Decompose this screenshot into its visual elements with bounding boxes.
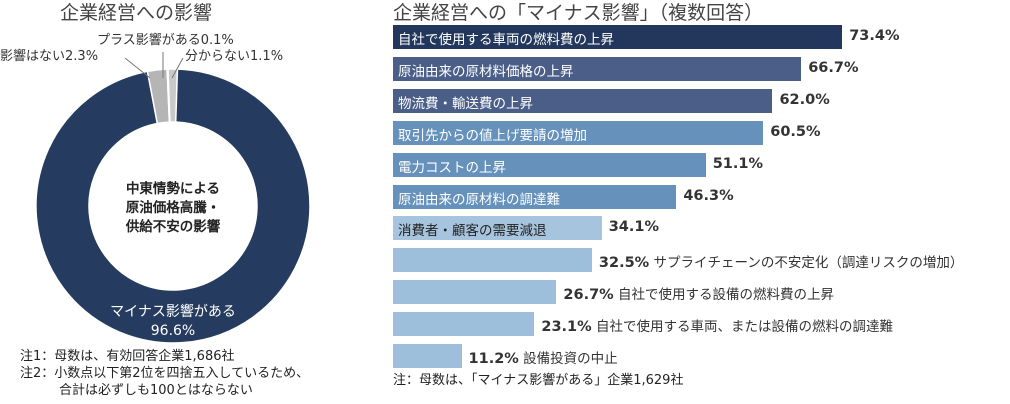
bar-value-label: 73.4% (849, 28, 900, 44)
bar-value-label: 11.2% 設備投資の中止 (468, 351, 618, 367)
bar-value-label: 26.7% 自社で使用する設備の燃料費の上昇 (563, 287, 834, 304)
label-negative: マイナス影響がある 96.6% (110, 304, 236, 339)
bar-value-label: 32.5% サプライチェーンの不安定化（調達リスクの増加） (598, 255, 964, 272)
bar: 消費者・顧客の需要減退 34.1% (393, 216, 659, 241)
bar-category-label: 原油由来の原材料価格の上昇 (398, 63, 574, 80)
bar-value-label: 66.7% (808, 59, 859, 76)
donut-slice (167, 68, 179, 123)
bar-category-label: 自社で使用する設備の燃料費の上昇 (613, 287, 834, 304)
leader-line (171, 57, 184, 79)
bar-category-label: 電力コストの上昇 (398, 159, 506, 176)
bar-category-label: 設備投資の中止 (518, 351, 618, 367)
bar-value-label: 34.1% (608, 219, 659, 236)
bar-category-label: 自社で使用する車両、または設備の燃料の調達難 (591, 319, 893, 336)
bar: 原油由来の原材料価格の上昇 66.7% (393, 56, 859, 81)
label-unknown: 分からない1.1% (185, 49, 284, 64)
bar-title: 企業経営への「マイナス影響」（複数回答） (393, 2, 764, 24)
bar: 物流費・輸送費の上昇 62.0% (393, 88, 830, 113)
label-no-impact: 影響はない2.3% (0, 49, 99, 64)
bar-value-label: 51.1% (712, 155, 764, 172)
donut-center-label: 中東情勢による 原油価格高騰・ 供給不安の影響 (125, 181, 221, 235)
bar-category-label: 消費者・顧客の需要減退 (398, 223, 547, 240)
leader-line (124, 57, 151, 79)
bar-category-label: 取引先からの値上げ要請の増加 (398, 127, 587, 144)
bar: 11.2% 設備投資の中止 (393, 344, 618, 368)
bar: 原油由来の原材料の調達難 46.3% (393, 184, 734, 209)
pie-title: 企業経営への影響 (60, 2, 213, 24)
bar-value-label: 23.1% 自社で使用する車両、または設備の燃料の調達難 (541, 319, 893, 336)
pie-notes: 注1：母数は、有効回答企業1,686社 注2：小数点以下第2位を四捨五入しているた… (20, 349, 310, 398)
donut-slice (35, 68, 311, 344)
bar-category-label: 自社で使用する車両の燃料費の上昇 (398, 32, 614, 48)
bar: 32.5% サプライチェーンの不安定化（調達リスクの増加） (393, 248, 963, 273)
bar: 自社で使用する車両の燃料費の上昇 73.4% (393, 25, 900, 49)
bar: 23.1% 自社で使用する車両、または設備の燃料の調達難 (393, 312, 893, 337)
donut-chart (35, 52, 311, 344)
bar-value-label: 60.5% (770, 123, 821, 140)
bar-value-label: 62.0% (779, 91, 830, 108)
label-positive: プラス影響がある0.1% (97, 33, 234, 48)
bar-note: 注：母数は、「マイナス影響がある」企業1,629社 (393, 373, 684, 388)
bar: 26.7% 自社で使用する設備の燃料費の上昇 (393, 280, 834, 305)
bar-category-label: 物流費・輸送費の上昇 (398, 95, 533, 112)
bar-value-label: 46.3% (683, 187, 734, 204)
bar: 取引先からの値上げ要請の増加 60.5% (393, 120, 821, 145)
bar-category-label: サプライチェーンの不安定化（調達リスクの増加） (649, 255, 964, 272)
bar: 電力コストの上昇 51.1% (393, 152, 763, 177)
bar-category-label: 原油由来の原材料の調達難 (398, 191, 560, 208)
